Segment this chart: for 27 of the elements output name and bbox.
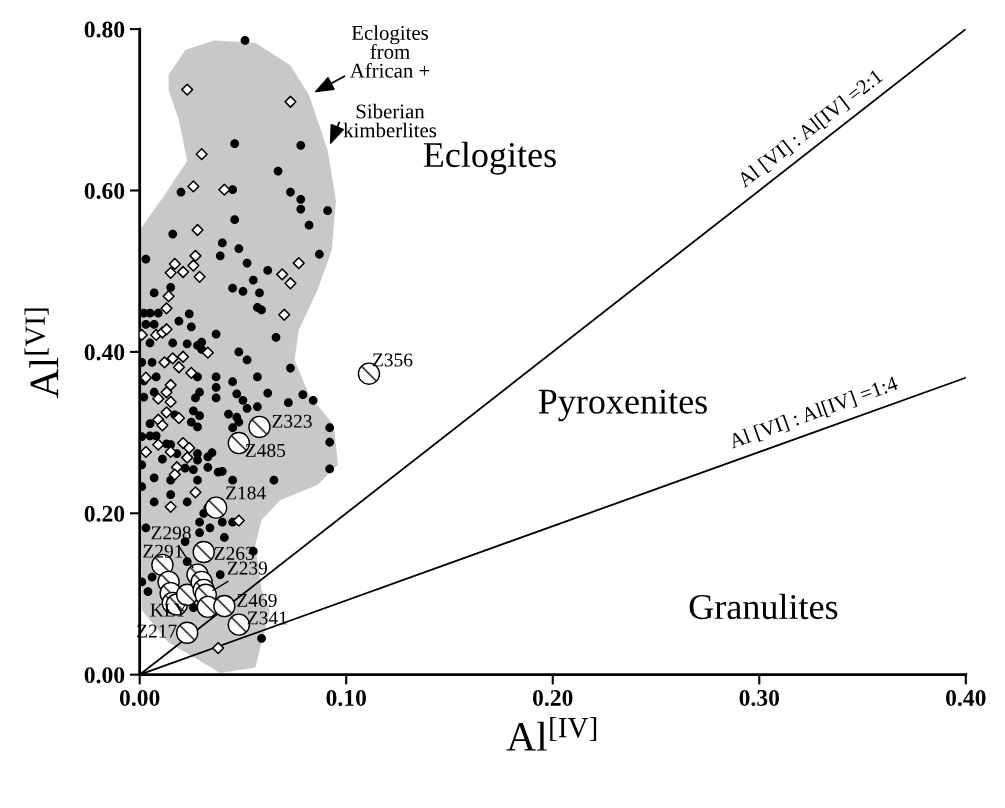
x-tick-label: 0.30 bbox=[739, 689, 780, 706]
x-axis-title: Al$^{[IV]}$ bbox=[506, 716, 597, 751]
y-tick-label: 0.00 bbox=[84, 667, 125, 684]
annotation: Z291 bbox=[143, 544, 183, 558]
annotation: Z356 bbox=[372, 353, 413, 367]
annotation: Z469 bbox=[237, 593, 277, 607]
annotation: Eclogites from African + bbox=[349, 25, 430, 78]
x-tick-label: 0.10 bbox=[326, 689, 366, 706]
x-tick-label: 0.00 bbox=[119, 689, 160, 706]
y-tick-label: 0.60 bbox=[84, 182, 125, 200]
annotation: Z323 bbox=[272, 414, 312, 428]
y-tick-label: 0.80 bbox=[84, 21, 125, 38]
y-tick-label: 0.20 bbox=[84, 505, 125, 522]
annotation: Eclogites bbox=[423, 141, 556, 175]
x-tick-label: 0.20 bbox=[532, 689, 573, 706]
y-axis-title: Al$^{[VI]}$ bbox=[24, 308, 59, 399]
annotation: Pyroxenites bbox=[538, 389, 707, 422]
x-tick-label: 0.40 bbox=[946, 689, 986, 706]
annotation: Z239 bbox=[227, 561, 268, 575]
annotation: Siberian kimberlites bbox=[343, 103, 437, 138]
text: Al [VI] : Al[IV] =1:4 bbox=[727, 375, 900, 452]
annotation: Z298 bbox=[151, 526, 191, 540]
annotation: Z184 bbox=[226, 486, 266, 500]
annotation: Z485 bbox=[245, 443, 286, 457]
annotation: Granulites bbox=[689, 593, 838, 620]
annotation: Z341 bbox=[247, 611, 287, 625]
y-tick-label: 0.40 bbox=[84, 344, 125, 361]
